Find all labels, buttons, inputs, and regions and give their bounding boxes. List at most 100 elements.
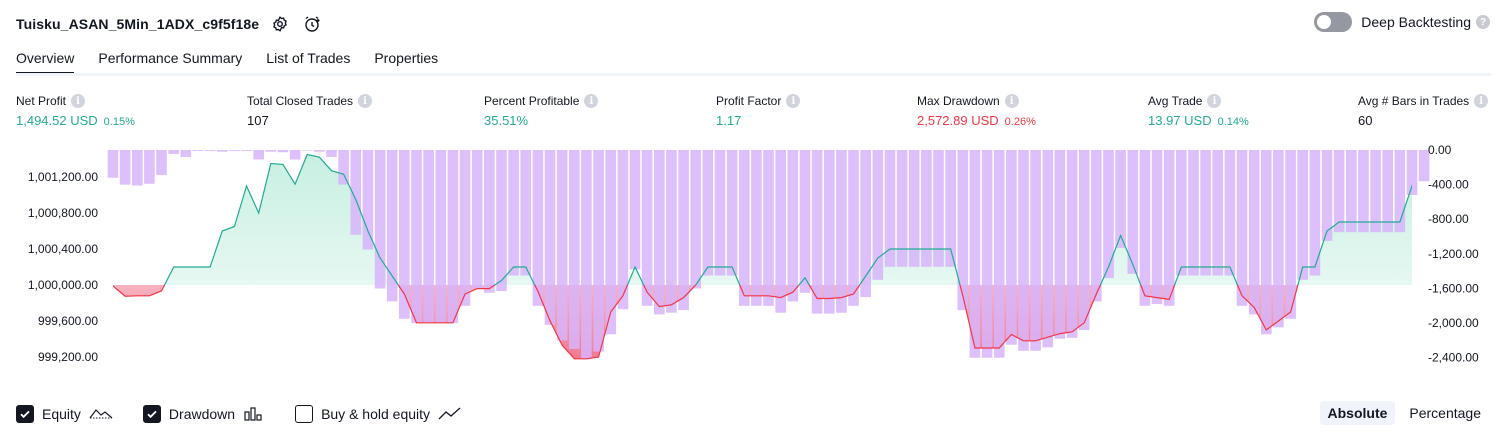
settings-gear-icon[interactable] [269, 13, 291, 35]
drawdown-bar [1151, 150, 1163, 304]
drawdown-bar [435, 150, 447, 324]
drawdown-bar [1382, 150, 1393, 233]
drawdown-bar [399, 150, 410, 319]
drawdown-bar [119, 150, 131, 185]
drawdown-bar [1418, 150, 1430, 182]
drawdown-bar [253, 150, 264, 160]
info-icon[interactable]: i [584, 94, 599, 108]
drawdown-bar [301, 150, 313, 151]
drawdown-bar [799, 150, 811, 293]
drawdown-bar [471, 150, 483, 289]
stat-percent: 0.14% [1217, 116, 1249, 128]
equity-drawdown-chart[interactable]: 1,001,200.00 1,000,800.00 1,000,400.00 1,00… [0, 140, 1507, 372]
info-icon[interactable]: i [786, 94, 801, 108]
report-tabs: Overview Performance Summary List of Tra… [16, 46, 462, 75]
percentage-button[interactable]: Percentage [1409, 405, 1481, 421]
stat-value: 60 [1358, 113, 1373, 128]
drawdown-bar [1248, 150, 1260, 315]
drawdown-bar [289, 150, 301, 160]
drawdown-bar [739, 150, 750, 306]
equity-checkbox[interactable] [16, 405, 34, 423]
drawdown-bar [1066, 150, 1078, 338]
drawdown-bar [1212, 150, 1223, 276]
info-icon[interactable]: i [358, 94, 373, 108]
drawdown-bar [787, 150, 799, 302]
drawdown-bar [678, 150, 689, 311]
buy-hold-label: Buy & hold equity [321, 406, 431, 422]
drawdown-bar [496, 150, 507, 292]
drawdown-bar [714, 150, 726, 276]
equity-area-above [113, 154, 1412, 285]
drawdown-bar [1406, 150, 1418, 195]
drawdown-bar [860, 150, 871, 298]
drawdown-bar [326, 150, 337, 157]
drawdown-bar [1236, 150, 1248, 306]
info-icon[interactable]: i [71, 94, 86, 108]
drawdown-bar [277, 150, 289, 153]
drawdown-bar [216, 150, 228, 152]
drawdown-bar [1163, 150, 1175, 306]
equity-axis-tick: 1,001,200.00 [28, 170, 98, 184]
drawdown-bar [1346, 150, 1357, 233]
strategy-header: Tuisku_ASAN_5Min_1ADX_c9f5f18e [16, 10, 323, 38]
drawdown-bar [836, 150, 847, 313]
drawdown-toggle[interactable]: Drawdown [142, 405, 265, 423]
tab-overview[interactable]: Overview [16, 46, 75, 75]
absolute-button[interactable]: Absolute [1319, 401, 1396, 425]
drawdown-bar [957, 150, 969, 311]
stat-profit-factor: Profit Factor i 1.17 [716, 94, 801, 128]
drawdown-bar [1273, 150, 1284, 328]
info-icon[interactable]: i [1004, 94, 1019, 108]
drawdown-bar [265, 150, 277, 152]
value-mode-switch: Absolute Percentage [1314, 401, 1490, 425]
chart-legend-controls: Equity Drawdown Buy & hold equity [16, 402, 492, 426]
drawdown-axis-tick: -2,000.00 [1428, 316, 1479, 330]
tab-properties[interactable]: Properties [374, 50, 439, 66]
buy-hold-checkbox[interactable] [295, 405, 314, 423]
drawdown-bar [1030, 150, 1041, 351]
equity-axis-tick: 1,000,400.00 [28, 242, 98, 256]
tab-list-of-trades[interactable]: List of Trades [266, 50, 351, 66]
toggle-knob [1317, 15, 1332, 29]
stat-value: 107 [247, 113, 269, 128]
drawdown-bar [1054, 150, 1066, 339]
drawdown-bar [1309, 150, 1321, 276]
drawdown-bar [241, 150, 252, 151]
stat-percent: 0.15% [103, 116, 135, 128]
stat-percent-profitable: Percent Profitable i 35.51% [484, 94, 599, 128]
drawdown-axis-tick: -400.00 [1428, 178, 1469, 192]
stat-value: 13.97 USD [1148, 113, 1212, 128]
deep-backtesting-toggle[interactable] [1314, 12, 1353, 32]
drawdown-bar [1285, 150, 1296, 319]
drawdown-bar [690, 150, 701, 289]
drawdown-bar [229, 150, 240, 151]
tab-performance-summary[interactable]: Performance Summary [98, 50, 243, 66]
drawdown-checkbox[interactable] [142, 405, 161, 423]
drawdown-bar [1127, 150, 1139, 274]
buy-hold-toggle[interactable]: Buy & hold equity [295, 405, 462, 423]
equity-line-loss [113, 285, 1299, 360]
drawdown-bar [1042, 150, 1054, 348]
add-alert-clock-icon[interactable] [301, 13, 323, 35]
drawdown-bar [314, 150, 325, 152]
drawdown-axis-tick: -1,600.00 [1428, 281, 1479, 295]
equity-axis-tick: 999,200.00 [38, 350, 98, 364]
help-question-icon[interactable]: ? [1476, 15, 1490, 29]
stat-label: Max Drawdown [917, 94, 1000, 108]
drawdown-bar [1006, 150, 1017, 345]
drawdown-bar [993, 150, 1005, 358]
info-icon[interactable]: i [1207, 94, 1222, 108]
drawdown-bar [617, 150, 629, 310]
stat-max-drawdown: Max Drawdown i 2,572.89 USD 0.26% [917, 94, 1036, 128]
stat-value: 2,572.89 USD [917, 113, 999, 128]
drawdown-bar [1115, 150, 1126, 248]
drawdown-bar [629, 150, 641, 270]
drawdown-bar [751, 150, 762, 306]
drawdown-bar [532, 150, 544, 306]
equity-toggle[interactable]: Equity [16, 405, 113, 423]
drawdown-bar [1078, 150, 1090, 330]
drawdown-bar [520, 150, 531, 276]
drawdown-bar [1188, 150, 1199, 276]
equity-axis-tick: 1,000,800.00 [28, 206, 98, 220]
info-icon[interactable]: i [1474, 94, 1489, 108]
